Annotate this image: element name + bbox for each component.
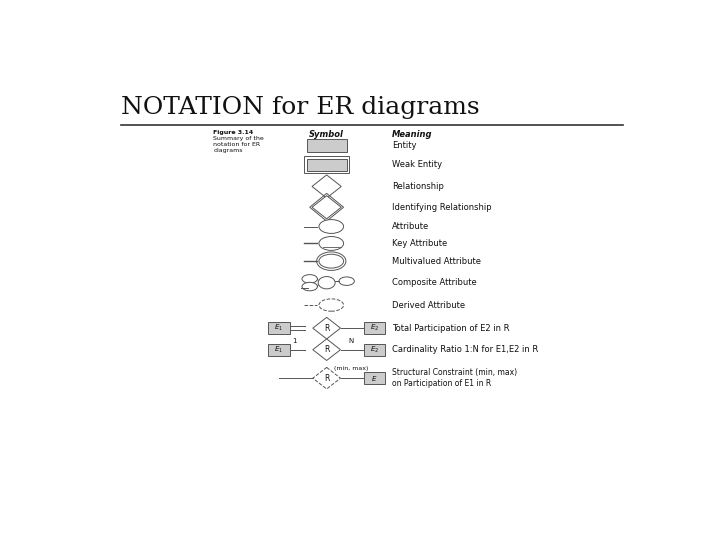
Text: R: R — [324, 374, 329, 383]
Text: NOTATION for ER diagrams: NOTATION for ER diagrams — [121, 96, 480, 119]
Text: Composite Attribute: Composite Attribute — [392, 278, 477, 287]
Text: Key Attribute: Key Attribute — [392, 239, 447, 248]
Text: $E_2$: $E_2$ — [370, 323, 379, 333]
Text: Summary of the
notation for ER
diagrams: Summary of the notation for ER diagrams — [213, 137, 264, 153]
Bar — [307, 159, 346, 171]
Text: ..: .. — [334, 278, 339, 284]
Text: Multivalued Attribute: Multivalued Attribute — [392, 256, 481, 266]
Text: $E_1$: $E_1$ — [274, 345, 284, 355]
Text: R: R — [324, 323, 329, 333]
Text: Derived Attribute: Derived Attribute — [392, 301, 465, 309]
Ellipse shape — [319, 254, 343, 268]
Ellipse shape — [302, 275, 318, 283]
Text: R: R — [324, 345, 329, 354]
Bar — [305, 157, 349, 173]
Text: Cardinality Ratio 1:N for E1,E2 in R: Cardinality Ratio 1:N for E1,E2 in R — [392, 345, 539, 354]
Ellipse shape — [319, 237, 343, 251]
Text: Structural Constraint (min, max)
on Participation of E1 in R: Structural Constraint (min, max) on Part… — [392, 368, 517, 388]
Text: Figure 3.14: Figure 3.14 — [213, 130, 253, 135]
Bar — [268, 322, 289, 334]
Bar — [364, 322, 385, 334]
Polygon shape — [312, 318, 341, 339]
Bar — [268, 343, 289, 356]
Text: Identifying Relationship: Identifying Relationship — [392, 202, 492, 212]
Text: Relationship: Relationship — [392, 182, 444, 191]
Polygon shape — [312, 339, 341, 361]
Text: Symbol: Symbol — [309, 130, 344, 139]
Text: Attribute: Attribute — [392, 222, 429, 231]
Ellipse shape — [339, 277, 354, 286]
Text: $E$: $E$ — [372, 374, 377, 383]
Ellipse shape — [319, 299, 343, 311]
Polygon shape — [312, 367, 341, 389]
Text: Entity: Entity — [392, 141, 417, 150]
Ellipse shape — [319, 220, 343, 233]
Text: N: N — [348, 338, 354, 345]
Bar — [364, 343, 385, 356]
Ellipse shape — [302, 282, 318, 291]
Ellipse shape — [318, 276, 335, 289]
Bar — [307, 139, 346, 152]
Text: 1: 1 — [292, 338, 297, 345]
Text: Meaning: Meaning — [392, 130, 433, 139]
Text: $E_1$: $E_1$ — [274, 323, 284, 333]
Text: (min, max): (min, max) — [334, 366, 369, 372]
Polygon shape — [312, 195, 341, 219]
Text: $E_2$: $E_2$ — [370, 345, 379, 355]
Bar — [364, 372, 385, 384]
Polygon shape — [312, 175, 341, 198]
Text: Weak Entity: Weak Entity — [392, 160, 442, 170]
Text: Total Participation of E2 in R: Total Participation of E2 in R — [392, 323, 510, 333]
